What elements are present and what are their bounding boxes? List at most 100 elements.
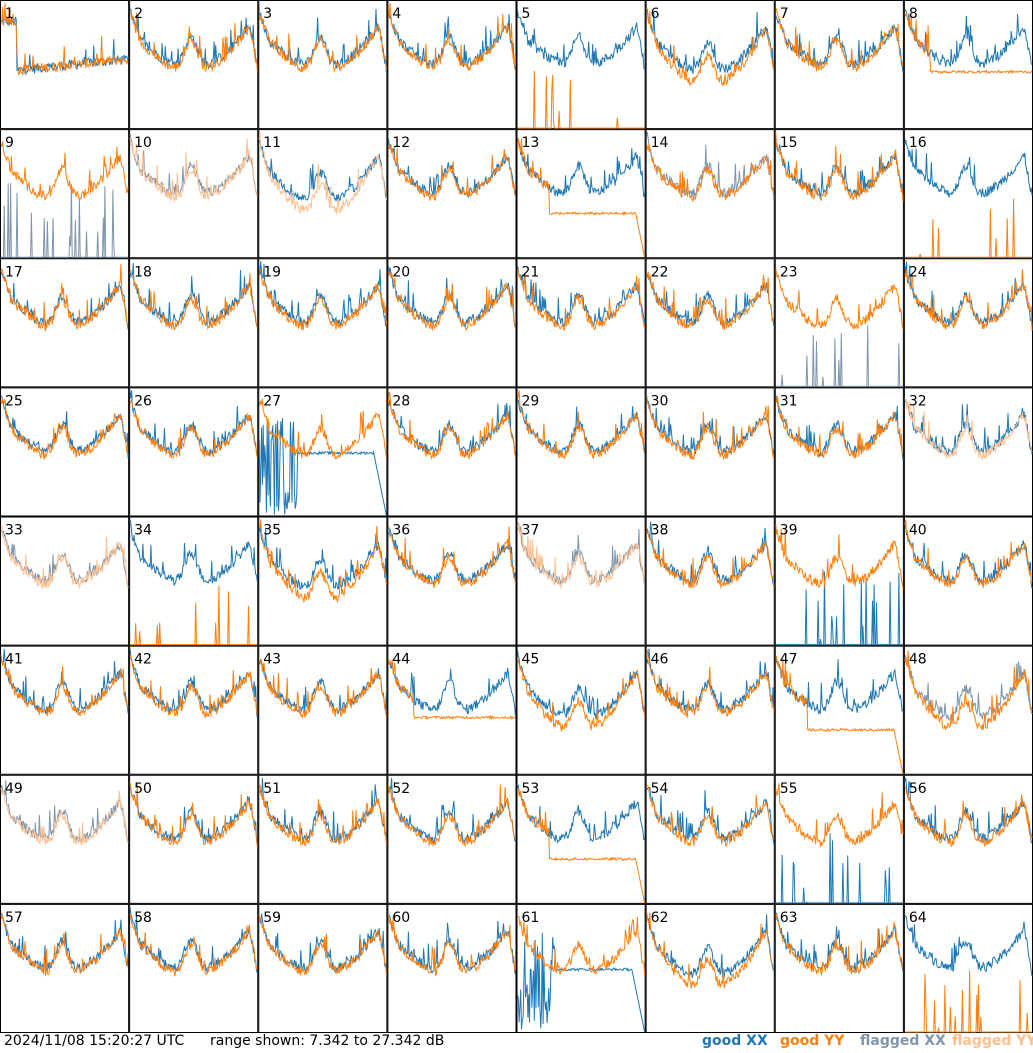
series-yy-good bbox=[129, 270, 258, 331]
panel-frame bbox=[774, 129, 904, 259]
legend-good-xx: good XX bbox=[702, 1033, 768, 1049]
panel-frame bbox=[0, 129, 130, 259]
panel-label: 63 bbox=[780, 910, 798, 926]
panel-43: 43 bbox=[258, 645, 388, 775]
series-yy-good bbox=[904, 650, 1033, 732]
panel-52: 52 bbox=[387, 774, 517, 904]
panel-37: 37 bbox=[516, 516, 646, 646]
panel-29: 29 bbox=[516, 387, 646, 517]
panel-36: 36 bbox=[387, 516, 517, 646]
panel-10: 10 bbox=[129, 129, 259, 259]
series-xx-flagged bbox=[1, 183, 129, 258]
panel-label: 41 bbox=[5, 652, 23, 668]
panel-frame bbox=[774, 0, 904, 130]
panel-label: 8 bbox=[909, 6, 918, 22]
panel-label: 28 bbox=[392, 393, 410, 409]
panel-frame bbox=[645, 0, 775, 130]
series-yy-good bbox=[646, 911, 775, 989]
panel-23: 23 bbox=[774, 258, 904, 388]
panel-1: 1 bbox=[0, 0, 130, 130]
series-yy-good bbox=[775, 268, 904, 330]
legend-flagged-xx: flagged XX bbox=[860, 1033, 946, 1049]
panel-label: 18 bbox=[134, 264, 152, 280]
panel-label: 53 bbox=[522, 781, 540, 797]
panel-14: 14 bbox=[645, 129, 775, 259]
series-yy-good bbox=[775, 783, 904, 847]
panel-8: 8 bbox=[903, 0, 1033, 130]
panel-26: 26 bbox=[129, 387, 259, 517]
panel-frame bbox=[387, 516, 517, 646]
series-yy-good bbox=[517, 390, 645, 460]
panel-38: 38 bbox=[645, 516, 775, 646]
series-xx-good bbox=[129, 519, 258, 587]
panel-32: 32 bbox=[903, 387, 1033, 517]
series-yy-good bbox=[387, 659, 516, 721]
series-xx-good bbox=[775, 833, 903, 904]
panel-17: 17 bbox=[0, 258, 130, 388]
panel-7: 7 bbox=[774, 0, 904, 130]
series-xx-flagged bbox=[775, 325, 903, 387]
panel-label: 29 bbox=[522, 393, 540, 409]
series-yy-good bbox=[130, 585, 258, 646]
panel-frame bbox=[774, 903, 904, 1033]
panel-frame bbox=[387, 129, 517, 259]
panel-5: 5 bbox=[516, 0, 646, 130]
series-xx-good bbox=[775, 571, 903, 646]
series-xx-good bbox=[775, 912, 904, 973]
series-yy-good bbox=[904, 12, 1033, 75]
panel-label: 38 bbox=[651, 523, 669, 539]
panel-frame bbox=[129, 0, 259, 130]
series-yy-good bbox=[129, 913, 258, 977]
series-yy-good bbox=[646, 527, 775, 590]
series-yy-good bbox=[0, 263, 129, 332]
panel-label: 49 bbox=[5, 781, 23, 797]
series-yy-good bbox=[775, 656, 904, 774]
panel-label: 59 bbox=[263, 910, 281, 926]
panel-label: 32 bbox=[909, 393, 927, 409]
panel-18: 18 bbox=[129, 258, 259, 388]
series-yy-good bbox=[775, 8, 904, 72]
panel-label: 34 bbox=[134, 523, 152, 539]
panel-label: 46 bbox=[651, 652, 669, 668]
series-xx-good bbox=[517, 9, 646, 70]
panel-label: 48 bbox=[909, 652, 927, 668]
series-yy-good bbox=[775, 913, 904, 976]
panel-frame bbox=[516, 516, 646, 646]
panel-frame bbox=[387, 0, 517, 130]
series-yy-good bbox=[904, 519, 1033, 589]
panel-31: 31 bbox=[774, 387, 904, 517]
series-yy-good bbox=[0, 914, 129, 977]
panel-label: 62 bbox=[651, 910, 669, 926]
panel-58: 58 bbox=[129, 903, 259, 1033]
panel-frame bbox=[387, 387, 517, 517]
panel-label: 36 bbox=[392, 523, 410, 539]
panel-19: 19 bbox=[258, 258, 388, 388]
panel-27: 27 bbox=[258, 387, 388, 517]
panel-label: 50 bbox=[134, 781, 152, 797]
panel-frame bbox=[258, 516, 388, 646]
series-yy-good bbox=[258, 519, 387, 604]
panel-frame bbox=[258, 774, 388, 904]
series-xx-good bbox=[517, 649, 646, 720]
panel-label: 52 bbox=[392, 781, 410, 797]
panel-40: 40 bbox=[903, 516, 1033, 646]
series-yy-good bbox=[904, 269, 1033, 331]
panel-label: 40 bbox=[909, 523, 927, 539]
series-xx-flagged bbox=[904, 657, 1033, 721]
panel-35: 35 bbox=[258, 516, 388, 646]
panel-label: 58 bbox=[134, 910, 152, 926]
panel-15: 15 bbox=[774, 129, 904, 259]
panel-9: 9 bbox=[0, 129, 130, 259]
panel-label: 35 bbox=[263, 523, 281, 539]
panel-label: 12 bbox=[392, 135, 410, 151]
panel-frame bbox=[258, 903, 388, 1033]
series-xx-good bbox=[646, 8, 775, 75]
panel-label: 47 bbox=[780, 652, 798, 668]
series-yy-good bbox=[646, 143, 775, 203]
panel-frame bbox=[129, 129, 259, 259]
series-yy-good bbox=[129, 781, 258, 847]
panel-39: 39 bbox=[774, 516, 904, 646]
series-yy-good bbox=[258, 398, 387, 460]
panel-frame bbox=[645, 516, 775, 646]
panel-60: 60 bbox=[387, 903, 517, 1033]
